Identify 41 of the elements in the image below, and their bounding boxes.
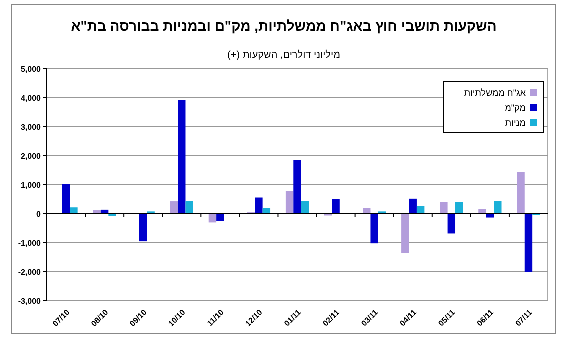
bar xyxy=(208,214,217,223)
bar xyxy=(494,201,502,214)
y-tick-label: 4,000 xyxy=(20,94,42,103)
chart-subtitle: מיליוני דולרים, השקעות (+) xyxy=(228,49,341,61)
bar xyxy=(456,202,464,214)
bar xyxy=(216,214,224,222)
bar xyxy=(286,191,294,214)
y-tick-label: 5,000 xyxy=(20,65,42,74)
bar xyxy=(332,199,340,214)
bar xyxy=(402,214,410,254)
y-tick-label: 0 xyxy=(36,210,42,219)
bar xyxy=(178,100,186,214)
bar xyxy=(416,206,425,214)
chart-title: השקעות תושבי חוץ באג"ח ממשלתיות, מק"ם ובמניות בבורסה בת"א xyxy=(71,18,497,34)
y-tick-label: 3,000 xyxy=(20,123,42,132)
bar xyxy=(517,172,525,214)
bar xyxy=(62,184,70,214)
bar xyxy=(170,202,178,214)
bar xyxy=(301,201,310,214)
bar xyxy=(478,209,486,214)
bar xyxy=(363,208,371,214)
bar xyxy=(294,160,302,214)
bar xyxy=(486,214,494,218)
y-tick-label: -2,000 xyxy=(18,268,42,277)
legend-label: אג"ח ממשלתיות xyxy=(464,88,526,98)
y-tick-label: 1,000 xyxy=(20,181,42,190)
bar xyxy=(70,208,78,214)
legend-label: מניות xyxy=(505,118,526,128)
bar xyxy=(370,214,378,244)
bar xyxy=(186,201,194,214)
bar xyxy=(139,214,148,242)
legend-label: מק"מ xyxy=(505,103,526,113)
bar xyxy=(440,202,448,214)
y-tick-label: 2,000 xyxy=(20,152,42,161)
y-tick-label: -3,000 xyxy=(18,297,42,306)
bar xyxy=(524,214,533,272)
bar xyxy=(448,214,456,234)
y-tick-label: -1,000 xyxy=(18,239,42,248)
bar xyxy=(255,198,263,214)
bar xyxy=(409,198,417,214)
bar xyxy=(93,210,101,214)
